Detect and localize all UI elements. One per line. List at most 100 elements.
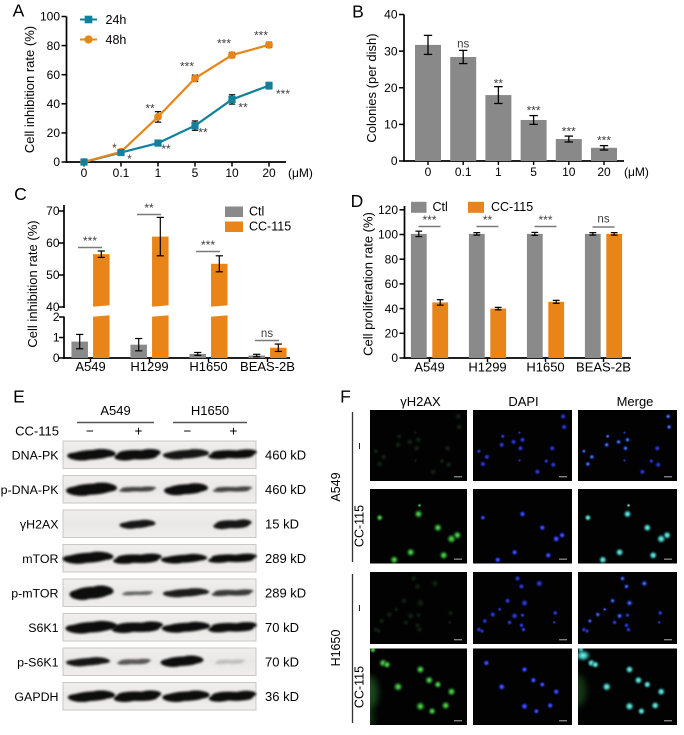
svg-text:S6K1: S6K1 xyxy=(28,621,58,635)
svg-text:0.1: 0.1 xyxy=(455,165,472,179)
svg-text:−: − xyxy=(353,442,367,449)
svg-text:0: 0 xyxy=(391,351,398,365)
svg-text:0.1: 0.1 xyxy=(113,166,130,180)
svg-text:CC-115: CC-115 xyxy=(249,220,291,234)
svg-text:H1650: H1650 xyxy=(526,360,564,375)
svg-text:10: 10 xyxy=(562,165,576,179)
svg-text:H1299: H1299 xyxy=(130,359,168,374)
svg-text:20: 20 xyxy=(384,81,398,95)
svg-text:289 kD: 289 kD xyxy=(265,551,306,566)
svg-text:1: 1 xyxy=(53,331,60,345)
svg-text:120: 120 xyxy=(378,203,398,217)
svg-text:E: E xyxy=(13,387,25,407)
svg-text:5: 5 xyxy=(530,165,537,179)
svg-text:2: 2 xyxy=(53,310,60,324)
svg-text:−: − xyxy=(184,424,192,439)
svg-text:D: D xyxy=(351,191,364,211)
svg-text:***: *** xyxy=(201,238,215,252)
svg-text:C: C xyxy=(14,184,27,204)
svg-text:−: − xyxy=(353,604,367,611)
svg-text:50: 50 xyxy=(46,268,60,282)
svg-text:**: ** xyxy=(145,102,155,116)
svg-text:10: 10 xyxy=(225,166,239,180)
svg-text:A549: A549 xyxy=(414,360,444,375)
svg-text:CC-115: CC-115 xyxy=(353,666,367,708)
svg-text:p-DNA-PK: p-DNA-PK xyxy=(1,483,60,497)
svg-text:ns: ns xyxy=(457,39,469,51)
svg-text:***: *** xyxy=(83,234,97,248)
svg-text:**: ** xyxy=(238,101,248,115)
svg-text:100: 100 xyxy=(378,228,398,242)
svg-text:Cell proliferation rate (%): Cell proliferation rate (%) xyxy=(361,212,376,356)
svg-text:70 kD: 70 kD xyxy=(265,654,299,669)
svg-text:***: *** xyxy=(538,213,552,227)
svg-text:0: 0 xyxy=(53,351,60,365)
svg-text:H1299: H1299 xyxy=(468,360,506,375)
svg-text:0: 0 xyxy=(53,155,60,169)
svg-text:**: ** xyxy=(198,126,208,140)
svg-text:p-mTOR: p-mTOR xyxy=(11,586,58,600)
svg-text:0: 0 xyxy=(425,165,432,179)
svg-text:***: *** xyxy=(180,60,194,74)
svg-text:20: 20 xyxy=(385,327,399,341)
svg-text:BEAS-2B: BEAS-2B xyxy=(240,359,295,374)
svg-text:30: 30 xyxy=(384,44,398,58)
svg-text:460 kD: 460 kD xyxy=(265,447,306,462)
svg-text:Colonies (per dish): Colonies (per dish) xyxy=(364,33,379,142)
svg-text:70: 70 xyxy=(46,204,60,218)
svg-text:F: F xyxy=(340,387,351,407)
svg-text:100: 100 xyxy=(40,10,60,24)
svg-text:60: 60 xyxy=(385,277,399,291)
svg-text:15 kD: 15 kD xyxy=(265,516,299,531)
svg-text:GAPDH: GAPDH xyxy=(14,690,58,704)
svg-text:5: 5 xyxy=(192,166,199,180)
svg-text:**: ** xyxy=(494,77,504,91)
svg-text:***: *** xyxy=(217,37,231,51)
svg-text:A549: A549 xyxy=(75,359,105,374)
svg-text:γH2AX: γH2AX xyxy=(400,394,441,409)
svg-text:*: * xyxy=(127,152,132,166)
svg-text:10: 10 xyxy=(384,118,398,132)
svg-text:40: 40 xyxy=(46,300,60,314)
svg-text:*: * xyxy=(112,141,117,155)
svg-text:−: − xyxy=(86,424,94,439)
svg-text:A549: A549 xyxy=(100,403,130,418)
svg-text:BEAS-2B: BEAS-2B xyxy=(576,360,631,375)
svg-text:+: + xyxy=(230,424,238,439)
svg-text:80: 80 xyxy=(385,252,399,266)
svg-text:(μM): (μM) xyxy=(288,166,313,180)
svg-text:ns: ns xyxy=(261,328,273,340)
svg-text:H1650: H1650 xyxy=(189,359,227,374)
svg-text:CC-115: CC-115 xyxy=(15,424,59,439)
svg-text:460 kD: 460 kD xyxy=(265,482,306,497)
svg-text:Merge: Merge xyxy=(617,394,654,409)
svg-text:+: + xyxy=(135,424,143,439)
svg-text:1: 1 xyxy=(155,166,162,180)
svg-text:Cell inhibition rate (%): Cell inhibition rate (%) xyxy=(22,26,37,153)
svg-text:ns: ns xyxy=(597,214,609,226)
svg-text:60: 60 xyxy=(47,68,61,82)
svg-text:***: *** xyxy=(422,213,436,227)
svg-text:20: 20 xyxy=(47,126,61,140)
svg-text:***: *** xyxy=(254,29,268,43)
svg-text:**: ** xyxy=(161,142,171,156)
svg-text:36 kD: 36 kD xyxy=(265,689,299,704)
svg-text:Ctl: Ctl xyxy=(249,205,264,219)
svg-text:CC-115: CC-115 xyxy=(491,200,533,214)
svg-text:B: B xyxy=(352,2,364,22)
svg-text:20: 20 xyxy=(262,166,276,180)
svg-text:**: ** xyxy=(144,201,154,215)
svg-text:***: *** xyxy=(276,87,290,101)
svg-text:Ctl: Ctl xyxy=(433,200,448,214)
svg-text:60: 60 xyxy=(46,236,60,250)
svg-text:H1650: H1650 xyxy=(191,403,229,418)
svg-text:A549: A549 xyxy=(329,472,343,501)
svg-text:DAPI: DAPI xyxy=(508,394,538,409)
svg-text:DNA-PK: DNA-PK xyxy=(12,448,60,462)
svg-text:p-S6K1: p-S6K1 xyxy=(17,655,58,669)
svg-text:***: *** xyxy=(597,134,611,148)
svg-text:(μM): (μM) xyxy=(624,165,649,179)
svg-text:H1650: H1650 xyxy=(329,630,343,667)
svg-text:γH2AX: γH2AX xyxy=(20,517,59,531)
svg-text:40: 40 xyxy=(384,8,398,22)
